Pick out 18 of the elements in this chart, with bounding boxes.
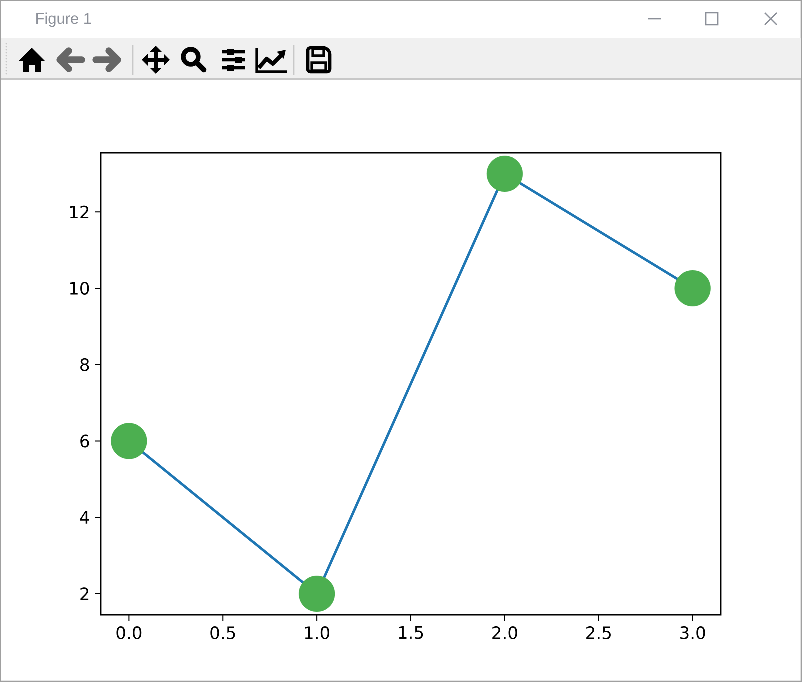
x-tick-label: 2.0 bbox=[492, 626, 518, 640]
y-tick-label: 4 bbox=[80, 511, 90, 524]
x-tick-label: 1.0 bbox=[305, 626, 330, 640]
point bbox=[674, 270, 711, 307]
x-tick-label: 2.5 bbox=[586, 626, 611, 640]
y-tick-label: 12 bbox=[70, 206, 89, 219]
y-tick-label: 2 bbox=[80, 588, 89, 600]
caption: Figure 1 bbox=[36, 12, 92, 28]
x-tick-label: 0.5 bbox=[210, 626, 236, 640]
x-tick-label: 3.0 bbox=[680, 626, 706, 640]
point bbox=[486, 156, 524, 192]
point bbox=[298, 576, 336, 612]
x-tick-label: 0.0 bbox=[116, 626, 142, 640]
y-tick-label: 6 bbox=[80, 434, 90, 448]
x-tick-label: 1.5 bbox=[399, 626, 424, 640]
y-tick-label: 10 bbox=[70, 282, 90, 296]
y-tick-label: 8 bbox=[80, 358, 90, 372]
point bbox=[111, 423, 148, 460]
